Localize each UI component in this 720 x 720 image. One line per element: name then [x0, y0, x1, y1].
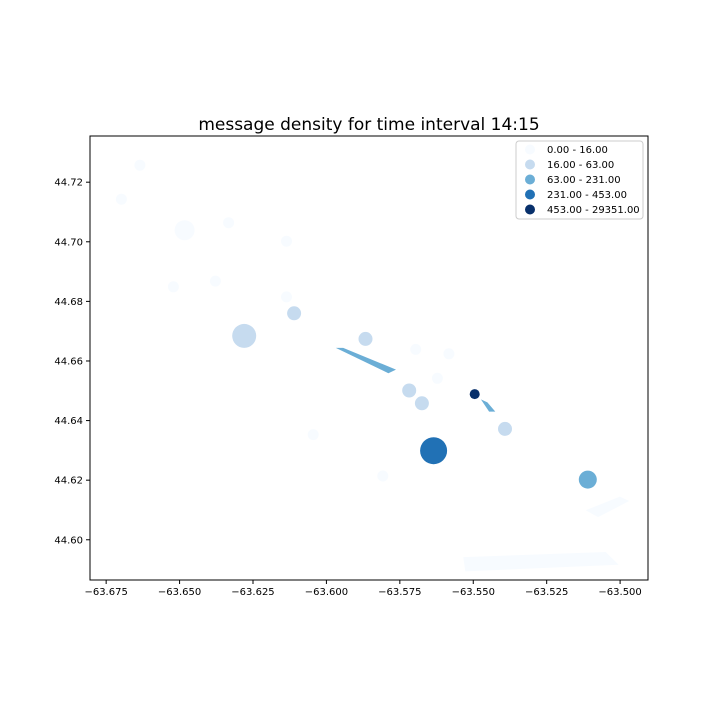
- density-point-1: [115, 193, 127, 205]
- y-tick-label: 44.68: [54, 297, 83, 308]
- density-point-9: [232, 323, 257, 348]
- density-point-8: [287, 306, 302, 321]
- density-point-21: [578, 470, 597, 489]
- x-tick-label: −63.575: [378, 587, 421, 598]
- x-tick-label: −63.550: [452, 587, 495, 598]
- density-point-4: [281, 235, 292, 247]
- legend: 0.00 - 16.00 16.00 - 63.00 63.00 - 231.00 2…: [515, 140, 644, 220]
- x-tick-label: −63.500: [598, 587, 641, 598]
- y-tick-label: 44.72: [54, 178, 83, 189]
- region-polygon-2: [585, 496, 630, 518]
- x-tick-label: −63.650: [158, 587, 201, 598]
- density-point-11: [410, 343, 422, 355]
- legend-label: 16.00 - 63.00: [547, 160, 614, 171]
- legend-marker: [525, 174, 535, 185]
- density-point-19: [420, 437, 448, 465]
- legend-label: 0.00 - 16.00: [547, 145, 608, 156]
- density-point-20: [377, 470, 389, 482]
- legend-marker: [525, 204, 535, 215]
- region-polygon-0: [335, 347, 396, 374]
- y-tick-label: 44.60: [54, 535, 83, 546]
- y-tick-label: 44.62: [54, 476, 83, 487]
- legend-label: 453.00 - 29351.00: [547, 205, 640, 216]
- legend-label: 231.00 - 453.00: [547, 190, 627, 201]
- x-tick-label: −63.600: [305, 587, 348, 598]
- legend-marker: [525, 144, 535, 155]
- density-point-2: [174, 220, 195, 241]
- density-point-10: [358, 331, 373, 346]
- density-point-7: [281, 291, 292, 303]
- chart-title: message density for time interval 14:15: [198, 115, 539, 135]
- x-tick-label: −63.675: [84, 587, 127, 598]
- legend-label: 63.00 - 231.00: [547, 175, 621, 186]
- density-point-6: [209, 275, 221, 287]
- y-tick-label: 44.66: [54, 356, 83, 367]
- density-point-17: [498, 421, 512, 436]
- x-tick-label: −63.625: [231, 587, 274, 598]
- legend-marker: [525, 159, 535, 170]
- legend-box: [515, 140, 644, 220]
- density-point-13: [431, 372, 443, 384]
- axes-frame: [89, 135, 649, 581]
- density-point-14: [402, 383, 417, 398]
- y-tick-label: 44.70: [54, 237, 83, 248]
- x-tick-label: −63.525: [525, 587, 568, 598]
- y-tick-label: 44.64: [54, 416, 83, 427]
- legend-marker: [525, 189, 535, 200]
- region-polygon-1: [480, 399, 496, 412]
- density-point-5: [167, 281, 179, 293]
- axes: −63.675 −63.650 −63.625 −63.600 −63.575 −63.5…: [54, 135, 649, 598]
- density-point-12: [443, 348, 455, 360]
- density-point-3: [223, 217, 235, 229]
- density-point-0: [134, 159, 146, 171]
- region-polygon-3: [463, 552, 619, 572]
- density-point-18: [307, 429, 319, 441]
- density-point-15: [414, 396, 429, 411]
- density-point-16: [469, 389, 480, 400]
- plot-area: [115, 159, 630, 572]
